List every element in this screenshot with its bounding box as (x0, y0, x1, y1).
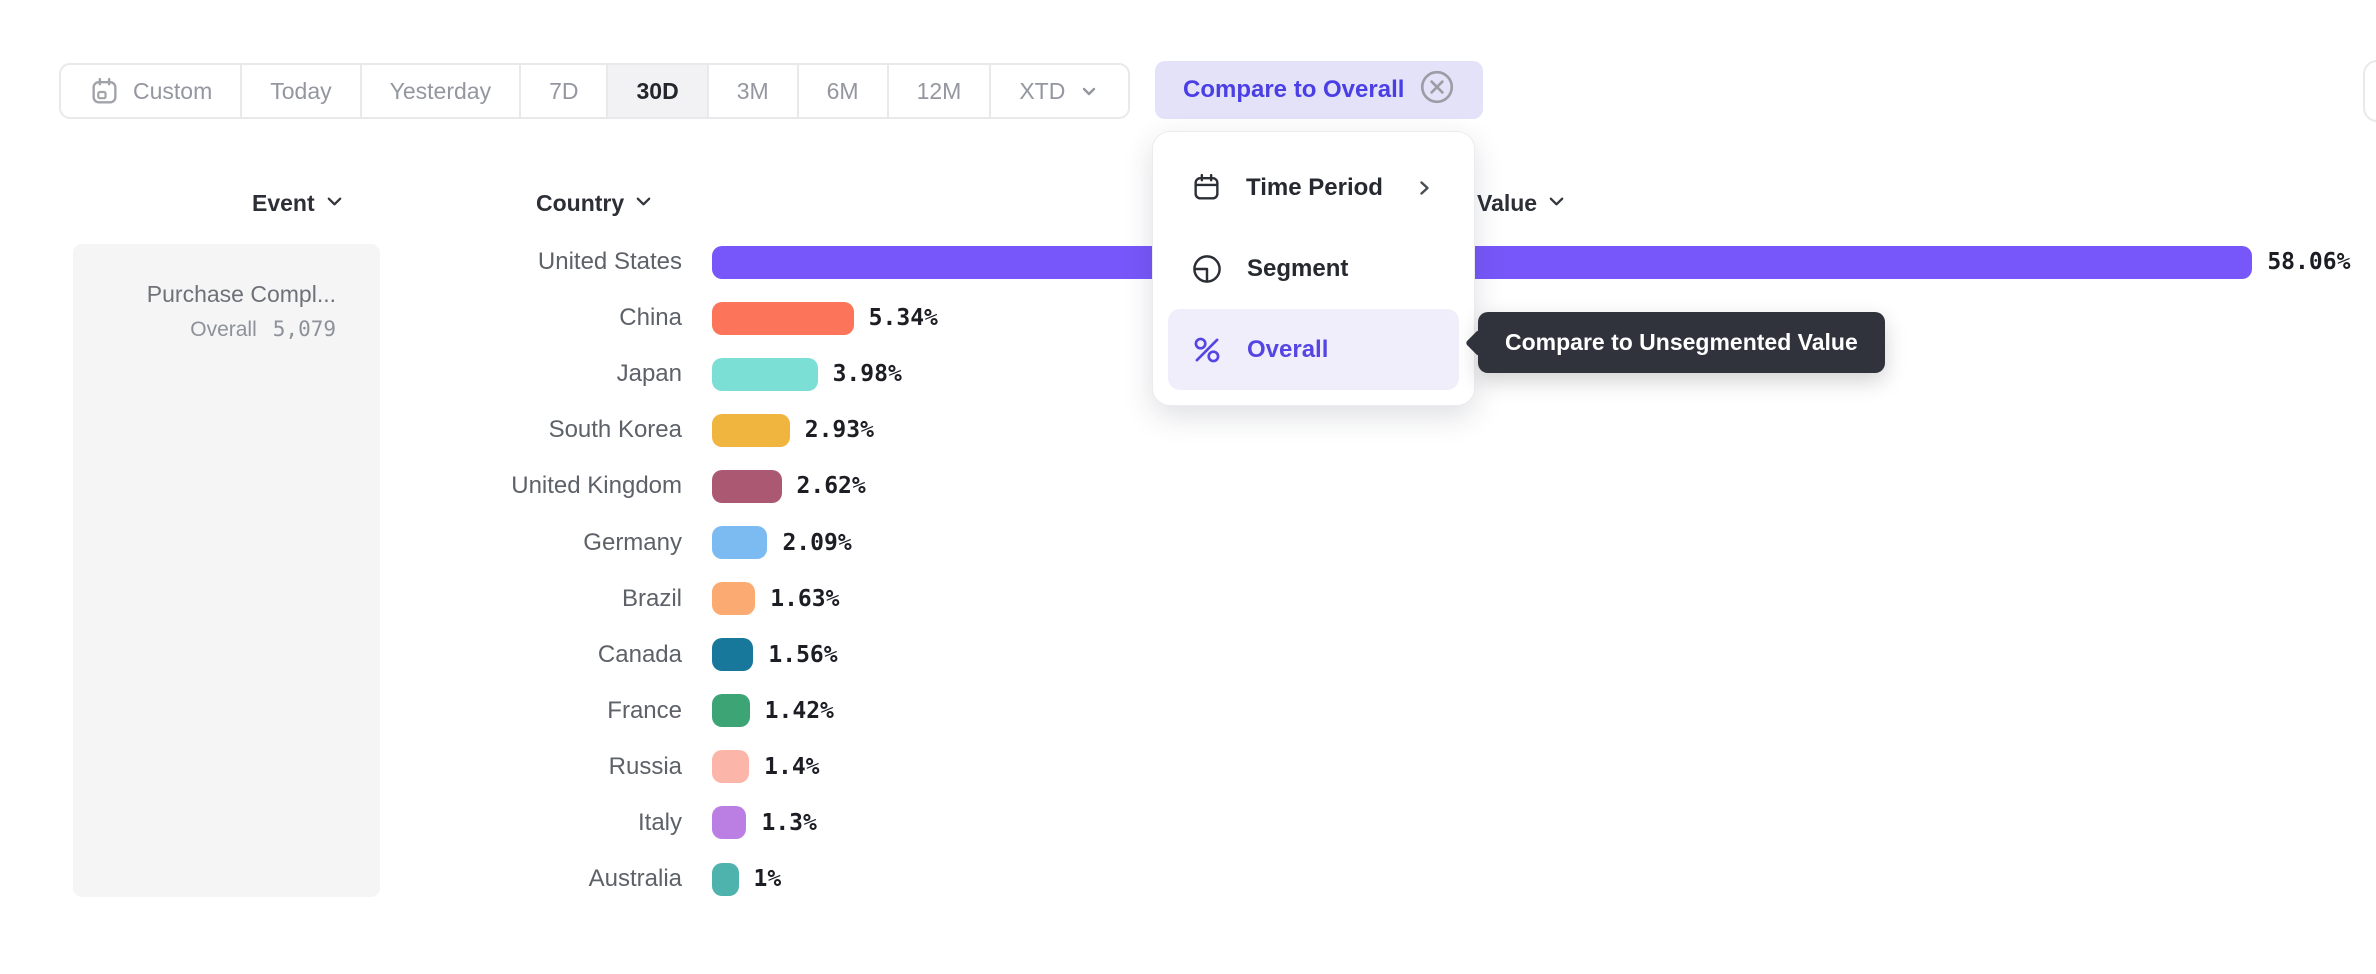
range-button-30d[interactable]: 30D (606, 65, 707, 117)
country-label: South Korea (548, 416, 682, 444)
chevron-down-icon (324, 190, 345, 217)
chart-row: Australia 1% (0, 851, 2376, 907)
column-header-event[interactable]: Event (252, 190, 345, 217)
value-bar[interactable] (712, 469, 782, 503)
chart-row: South Korea 2.93% (0, 402, 2376, 458)
value-bar[interactable] (712, 806, 747, 840)
range-button-xtd[interactable]: XTD (989, 65, 1128, 117)
value-bar[interactable] (712, 526, 768, 560)
value-label: 1.3% (761, 809, 817, 836)
calendar-icon (89, 76, 120, 107)
value-label: 58.06% (2267, 249, 2351, 276)
chart-row: Germany 2.09% (0, 514, 2376, 570)
country-label: France (607, 696, 682, 724)
country-label: Japan (616, 360, 682, 388)
range-button-yesterday[interactable]: Yesterday (359, 65, 519, 117)
bar-chart: United States 58.06% China 5.34% Japan 3.98% S… (0, 234, 2376, 907)
clipped-right-button[interactable] (2363, 60, 2376, 122)
value-bar[interactable] (712, 413, 790, 447)
segment-icon (1191, 253, 1223, 285)
menu-item-overall[interactable]: Overall (1168, 309, 1459, 390)
country-label: China (619, 304, 682, 332)
tooltip-text: Compare to Unsegmented Value (1505, 329, 1858, 355)
time-range-toolbar: Custom Today Yesterday 7D 30D 3M 6M 12M … (59, 63, 1131, 119)
chart-row: United States 58.06% (0, 234, 2376, 290)
compare-dropdown-menu: Time Period Segment Overal (1152, 131, 1475, 406)
chart-row: France 1.42% (0, 683, 2376, 739)
value-label: 5.34% (868, 305, 938, 332)
chevron-down-icon (633, 190, 654, 217)
value-bar[interactable] (712, 582, 756, 616)
value-label: 1.4% (764, 753, 820, 780)
tooltip: Compare to Unsegmented Value (1465, 312, 1885, 373)
country-label: Canada (597, 640, 682, 668)
chevron-right-icon (1412, 176, 1436, 200)
range-button-12m[interactable]: 12M (886, 65, 990, 117)
menu-item-time-period[interactable]: Time Period (1168, 147, 1459, 228)
chart-row: Italy 1.3% (0, 795, 2376, 851)
chart-row: Japan 3.98% (0, 346, 2376, 402)
event-name: Purchase Compl... (146, 281, 336, 307)
event-panel[interactable]: Purchase Compl... Overall 5,079 (73, 244, 380, 897)
value-label: 1.42% (764, 697, 834, 724)
range-button-today[interactable]: Today (240, 65, 359, 117)
value-bar[interactable] (712, 301, 854, 335)
range-button-custom[interactable]: Custom (61, 65, 240, 117)
compare-to-overall-button[interactable]: Compare to Overall (1155, 61, 1484, 119)
country-label: Australia (588, 865, 682, 893)
range-button-6m[interactable]: 6M (796, 65, 887, 117)
menu-item-segment[interactable]: Segment (1168, 228, 1459, 309)
overall-label: Overall (190, 318, 257, 341)
country-label: United States (537, 248, 682, 276)
range-button-3m[interactable]: 3M (706, 65, 797, 117)
column-header-value[interactable]: Value (1477, 190, 1567, 217)
range-button-7d[interactable]: 7D (519, 65, 606, 117)
chevron-down-icon (1546, 190, 1567, 217)
chevron-down-icon (1078, 80, 1100, 102)
country-label: Germany (583, 528, 682, 556)
range-button-label: Custom (133, 77, 213, 104)
value-label: 2.93% (804, 417, 874, 444)
chart-row: Russia 1.4% (0, 739, 2376, 795)
value-bar[interactable] (712, 862, 739, 896)
value-bar[interactable] (712, 245, 2253, 279)
country-label: Brazil (621, 584, 682, 612)
compare-to-overall-label: Compare to Overall (1183, 76, 1405, 103)
value-bar[interactable] (712, 750, 750, 784)
percent-icon (1191, 334, 1223, 366)
chart-row: Brazil 1.63% (0, 571, 2376, 627)
event-overall-line: Overall 5,079 (73, 317, 380, 342)
chart-row: China 5.34% (0, 290, 2376, 346)
value-label: 1.63% (770, 585, 840, 612)
chart-row: United Kingdom 2.62% (0, 458, 2376, 514)
country-label: United Kingdom (511, 472, 682, 500)
calendar-icon (1191, 172, 1222, 203)
circle-x-icon[interactable] (1419, 69, 1455, 112)
chart-row: Canada 1.56% (0, 627, 2376, 683)
value-label: 1% (753, 866, 782, 893)
value-label: 2.62% (796, 473, 866, 500)
value-bar[interactable] (712, 694, 750, 728)
overall-value: 5,079 (272, 317, 336, 341)
value-label: 1.56% (768, 641, 838, 668)
column-header-country[interactable]: Country (536, 190, 654, 217)
country-label: Russia (608, 752, 682, 780)
value-bar[interactable] (712, 357, 818, 391)
value-bar[interactable] (712, 638, 754, 672)
country-label: Italy (637, 808, 682, 836)
value-label: 3.98% (832, 361, 902, 388)
value-label: 2.09% (782, 529, 852, 556)
